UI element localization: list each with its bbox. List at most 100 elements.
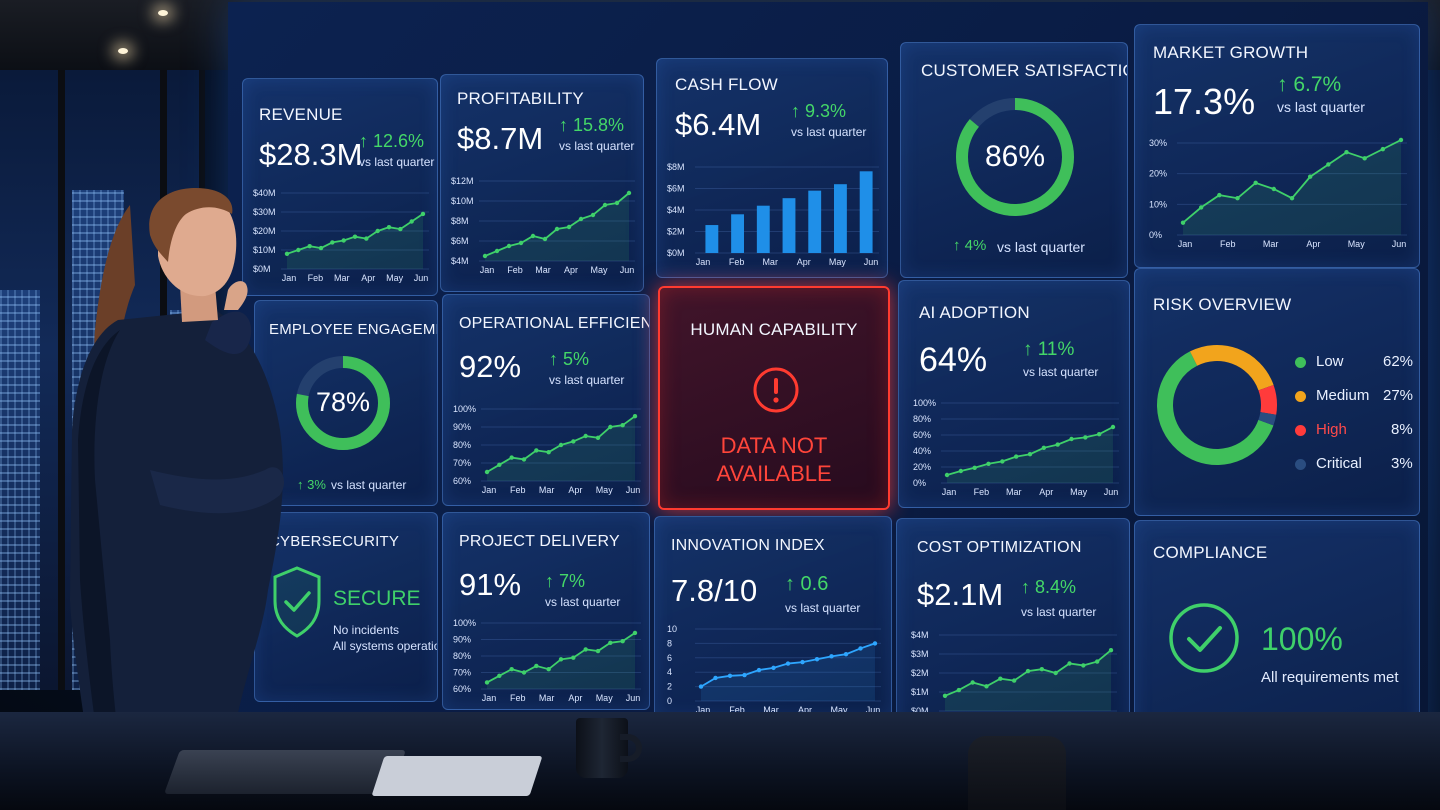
x-tick-label: Jan — [1178, 239, 1193, 249]
innovation-index-panel: INNOVATION INDEX 7.8/10 ↑ 0.6 vs last qu… — [654, 516, 892, 718]
customer-satisfaction-donut — [956, 98, 1074, 216]
data-point — [318, 245, 324, 251]
project-delivery-delta: ↑ 7% — [545, 571, 586, 591]
x-tick-label: Apr — [797, 257, 811, 267]
data-point — [698, 684, 704, 689]
data-point — [814, 657, 820, 662]
employee-engagement-value: 78% — [315, 387, 371, 417]
data-point — [583, 647, 588, 652]
data-point — [1253, 180, 1258, 186]
legend-value: 8% — [1391, 421, 1413, 438]
cash-flow-value: $6.4M — [675, 107, 762, 142]
data-point — [566, 224, 572, 230]
operational-efficiency-panel: OPERATIONAL EFFICIENCY 92% ↑ 5% vs last … — [442, 294, 650, 506]
data-point — [494, 248, 500, 254]
building — [170, 310, 199, 690]
data-point — [1013, 454, 1019, 459]
legend-dot — [1295, 356, 1306, 368]
profitability-line-chart: $12M $10M $8M $6M $4M Jan Feb Mar Apr May Jun — [451, 176, 635, 275]
shield-check-icon — [273, 566, 321, 638]
profitability-delta-caption: vs last quarter — [559, 139, 635, 153]
series-area — [287, 213, 423, 269]
series-area — [1183, 139, 1401, 235]
bar — [834, 184, 847, 253]
data-point — [1307, 174, 1313, 179]
x-tick-label: Jun — [866, 705, 881, 715]
data-point — [632, 414, 638, 419]
legend-item-critical: Critical — [1295, 455, 1362, 472]
legend-value: 3% — [1391, 455, 1413, 472]
innovation-index-line-chart: 10 8 6 4 2 0 Jan Feb Mar Apr May Jun — [667, 624, 881, 715]
pie-slice — [1157, 345, 1277, 465]
x-tick-label: Apr — [568, 485, 582, 495]
ai-adoption-delta-caption: vs last quarter — [1023, 365, 1099, 379]
data-point — [608, 640, 613, 645]
y-tick-label: $6M — [667, 184, 685, 194]
alert-icon — [753, 367, 799, 413]
operational-efficiency-delta-caption: vs last quarter — [549, 373, 625, 387]
y-tick-label: $8M — [667, 162, 685, 172]
x-tick-label: Mar — [539, 485, 555, 495]
data-point — [620, 423, 625, 428]
y-tick-label: 40% — [913, 446, 931, 456]
x-tick-label: May — [596, 485, 614, 495]
y-tick-label: 8 — [667, 638, 672, 648]
desk — [0, 712, 1440, 810]
y-tick-label: $4M — [911, 630, 929, 640]
legend-label: Medium — [1316, 387, 1370, 404]
y-tick-label: $1M — [911, 687, 929, 697]
cybersecurity-panel: CYBERSECURITY SECURE No incidents All sy… — [254, 512, 438, 702]
x-tick-label: Jan — [696, 705, 711, 715]
data-point — [620, 638, 625, 644]
data-point — [1081, 663, 1086, 668]
panel-title: INNOVATION INDEX — [671, 537, 825, 554]
data-point — [521, 670, 527, 675]
data-point — [1289, 196, 1295, 201]
y-tick-label: 70% — [453, 458, 471, 468]
panel-title: PROJECT DELIVERY — [459, 533, 620, 550]
data-point — [771, 665, 776, 671]
data-point — [595, 435, 601, 440]
customer-satisfaction-value: 86% — [984, 140, 1046, 173]
x-tick-label: Feb — [1220, 239, 1236, 249]
profitability-panel: PROFITABILITY $8.7M ↑ 15.8% vs last quar… — [440, 74, 644, 292]
bar — [731, 214, 744, 253]
data-point — [409, 219, 414, 224]
data-point — [1039, 667, 1045, 672]
data-point — [956, 687, 962, 693]
data-point — [497, 462, 502, 467]
y-tick-label: $10M — [253, 245, 276, 255]
data-point — [1027, 452, 1033, 457]
legend-item-medium: Medium — [1295, 387, 1369, 404]
x-tick-label: Jun — [626, 693, 641, 703]
data-point — [1067, 661, 1072, 666]
x-tick-label: Mar — [1006, 487, 1022, 497]
data-point — [590, 212, 596, 218]
y-tick-label: 0% — [1149, 230, 1162, 240]
data-point — [1000, 459, 1005, 464]
legend-label: High — [1316, 421, 1347, 438]
legend-value: 62% — [1383, 353, 1414, 370]
panel-title: AI ADOPTION — [919, 303, 1030, 322]
legend-dot — [1295, 424, 1306, 436]
y-tick-label: 60% — [453, 684, 471, 694]
bar — [756, 205, 770, 253]
x-tick-label: May — [1070, 487, 1088, 497]
data-point — [558, 442, 564, 448]
market-growth-panel: MARKET GROWTH 17.3% ↑ 6.7% vs last quart… — [1134, 24, 1420, 268]
data-point — [497, 673, 502, 678]
y-tick-label: 20% — [913, 462, 931, 472]
data-point — [518, 240, 524, 246]
market-growth-delta: ↑ 6.7% — [1277, 73, 1342, 96]
y-tick-label: $0M — [253, 264, 271, 274]
data-point — [1083, 435, 1088, 440]
y-tick-label: 10% — [1149, 199, 1167, 209]
cash-flow-delta: ↑ 9.3% — [791, 101, 847, 121]
revenue-panel: REVENUE $28.3M ↑ 12.6% vs last quarter $… — [242, 78, 438, 296]
y-tick-label: 100% — [453, 404, 476, 414]
data-point — [571, 655, 576, 660]
y-tick-label: 6 — [667, 653, 672, 663]
panel-title: OPERATIONAL EFFICIENCY — [459, 315, 649, 332]
risk-overview-donut — [1157, 345, 1277, 465]
